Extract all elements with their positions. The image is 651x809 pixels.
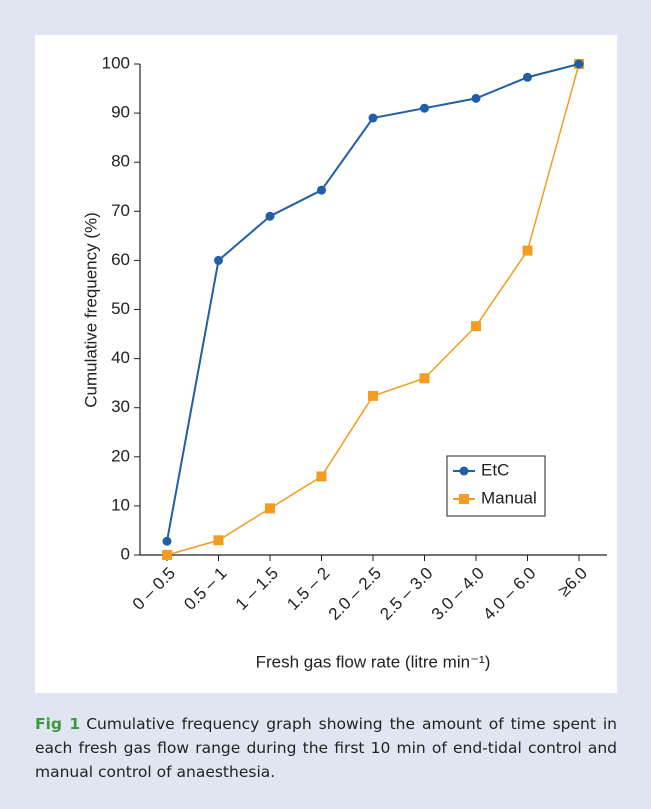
caption-text: Cumulative frequency graph showing the a… bbox=[35, 715, 617, 781]
y-tick-label: 80 bbox=[111, 152, 130, 171]
legend-label: Manual bbox=[481, 488, 537, 507]
y-tick-label: 20 bbox=[111, 446, 130, 465]
chart: Cumulative frequency (%) Fresh gas flow … bbox=[81, 53, 607, 671]
point bbox=[459, 466, 469, 476]
y-tick-label: 30 bbox=[111, 397, 130, 416]
x-tick-label: 1 – 1.5 bbox=[232, 564, 282, 614]
y-tick-label: 90 bbox=[111, 103, 130, 122]
chart-panel bbox=[35, 35, 617, 693]
y-tick-label: 100 bbox=[102, 53, 130, 72]
x-tick-label: 0 – 0.5 bbox=[129, 564, 179, 614]
point bbox=[574, 59, 584, 69]
point bbox=[316, 471, 327, 482]
x-tick-label: 2.5 – 3.0 bbox=[376, 564, 436, 624]
x-tick-label: 3.0 – 4.0 bbox=[428, 564, 488, 624]
y-axis-label: Cumulative frequency (%) bbox=[81, 212, 100, 408]
point bbox=[317, 185, 326, 195]
x-tick-label: 2.0 – 2.5 bbox=[325, 564, 385, 624]
point bbox=[214, 255, 223, 265]
point bbox=[368, 390, 378, 401]
point bbox=[265, 503, 275, 514]
x-tick-label: 1.5 – 2 bbox=[283, 564, 333, 614]
point bbox=[162, 550, 172, 560]
point bbox=[471, 321, 481, 332]
point bbox=[523, 72, 532, 82]
point bbox=[213, 535, 224, 546]
point bbox=[420, 103, 429, 113]
point bbox=[419, 373, 430, 384]
x-axis-label: Fresh gas flow rate (litre min⁻¹) bbox=[256, 652, 491, 671]
point bbox=[265, 211, 275, 221]
y-tick-label: 40 bbox=[111, 348, 130, 367]
x-tick-label: 0.5 – 1 bbox=[180, 564, 230, 614]
point bbox=[522, 245, 533, 256]
point bbox=[459, 494, 469, 504]
legend-label: EtC bbox=[481, 460, 509, 479]
y-tick-label: 0 bbox=[121, 544, 130, 563]
y-tick-label: 10 bbox=[111, 495, 130, 514]
point bbox=[162, 536, 172, 546]
point bbox=[368, 113, 378, 123]
point bbox=[471, 93, 481, 103]
y-tick-label: 70 bbox=[111, 201, 130, 220]
caption: Fig 1 Cumulative frequency graph showing … bbox=[35, 712, 617, 784]
x-tick-label: 4.0 – 6.0 bbox=[479, 564, 539, 624]
x-tick-label: ≥6.0 bbox=[554, 564, 591, 601]
caption-label: Fig 1 bbox=[35, 715, 81, 733]
y-tick-label: 60 bbox=[111, 250, 130, 269]
legend-box bbox=[446, 455, 546, 517]
y-tick-label: 50 bbox=[111, 299, 130, 318]
